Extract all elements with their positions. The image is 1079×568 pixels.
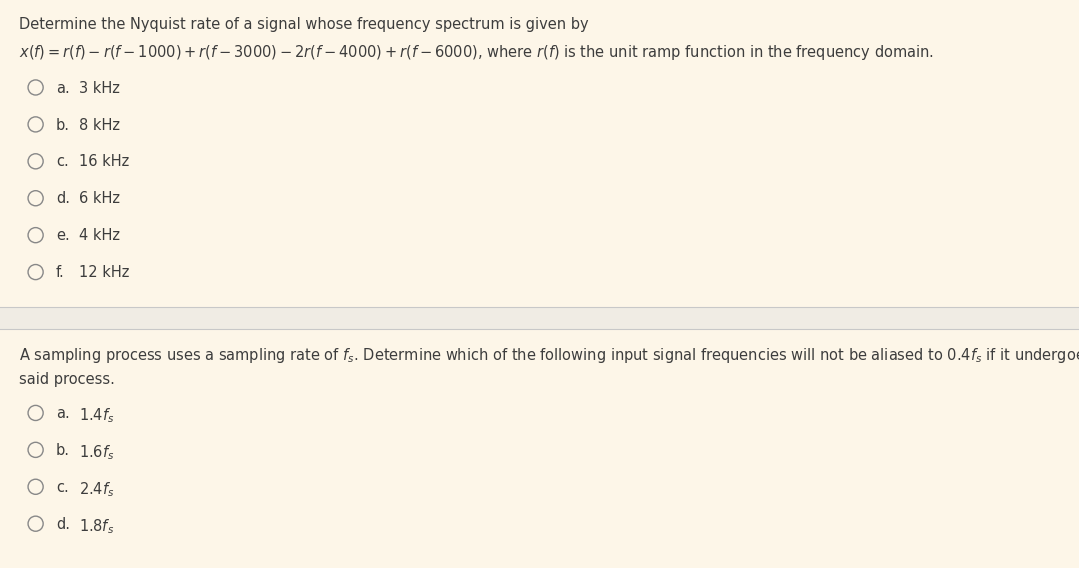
Text: a.: a.	[56, 406, 70, 421]
Text: 12 kHz: 12 kHz	[79, 265, 129, 280]
Text: $1.8f_s$: $1.8f_s$	[79, 517, 114, 536]
Text: d.: d.	[56, 191, 70, 206]
Text: 6 kHz: 6 kHz	[79, 191, 120, 206]
Text: Determine the Nyquist rate of a signal whose frequency spectrum is given by: Determine the Nyquist rate of a signal w…	[19, 17, 589, 32]
Text: 3 kHz: 3 kHz	[79, 81, 120, 95]
Text: A sampling process uses a sampling rate of $f_s$. Determine which of the followi: A sampling process uses a sampling rate …	[19, 346, 1079, 365]
Text: c.: c.	[56, 480, 69, 495]
Text: a.: a.	[56, 81, 70, 95]
Text: b.: b.	[56, 118, 70, 132]
Text: $1.4f_s$: $1.4f_s$	[79, 406, 114, 425]
FancyBboxPatch shape	[0, 307, 1079, 329]
Text: 16 kHz: 16 kHz	[79, 154, 129, 169]
Text: said process.: said process.	[19, 372, 115, 387]
Text: d.: d.	[56, 517, 70, 532]
Text: $1.6f_s$: $1.6f_s$	[79, 443, 114, 462]
Text: f.: f.	[56, 265, 65, 280]
Text: 8 kHz: 8 kHz	[79, 118, 120, 132]
Text: $x(f) = r(f) - r(f - 1000) + r(f - 3000) - 2r(f - 4000) + r(f - 6000)$, where $r: $x(f) = r(f) - r(f - 1000) + r(f - 3000)…	[19, 43, 934, 61]
Text: b.: b.	[56, 443, 70, 458]
Text: c.: c.	[56, 154, 69, 169]
Text: $2.4f_s$: $2.4f_s$	[79, 480, 114, 499]
Text: e.: e.	[56, 228, 70, 243]
Text: 4 kHz: 4 kHz	[79, 228, 120, 243]
